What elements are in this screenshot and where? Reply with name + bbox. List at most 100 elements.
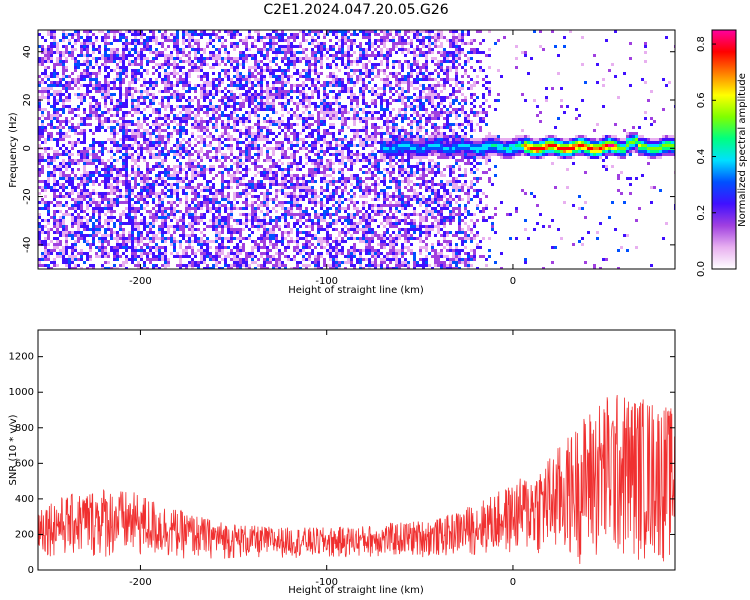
spectrogram-cell [233,237,236,240]
spectrogram-cell [185,120,188,123]
spectrogram-cell [191,63,194,66]
spectrogram-cell [233,66,236,69]
spectrogram-cell [215,231,218,234]
spectrogram-cell [104,171,107,174]
spectrogram-cell [113,39,116,42]
spectrogram-cell [125,255,128,258]
spectrogram-cell [266,204,269,207]
spectrogram-cell [77,222,80,225]
spectrogram-cell [290,156,293,159]
spectrogram-cell [80,252,83,255]
spectrogram-cell [200,66,203,69]
spectrogram-cell [320,48,323,51]
spectrogram-cell [245,207,248,210]
spectrogram-cell [311,84,314,87]
spectrogram-cell [221,60,224,63]
spectrogram-cell [200,108,203,111]
spectrogram-cell [59,216,62,219]
spectrogram-cell [134,90,137,93]
spectrogram-cell [170,225,173,228]
spectrogram-cell [41,225,44,228]
spectrogram-cell [293,225,296,228]
spectrogram-cell [56,126,59,129]
spectrogram-cell [140,219,143,222]
spectrogram-cell [311,51,314,54]
spectrogram-cell [320,255,323,258]
spectrogram-cell [266,246,269,249]
spectrogram-cell [131,138,134,141]
spectrogram-cell [44,60,47,63]
spectrogram-cell [299,159,302,162]
spectrogram-cell [209,219,212,222]
spectrogram-cell [179,153,182,156]
spectrogram-cell [257,249,260,252]
spectrogram-cell [179,78,182,81]
spectrogram-cell [224,48,227,51]
spectrogram-cell [71,222,74,225]
spectrogram-cell [257,93,260,96]
spectrogram-cell [221,237,224,240]
spectrogram-cell [146,177,149,180]
spectrogram-cell [305,267,308,269]
spectrogram-cell [206,150,209,153]
spectrogram-cell [293,150,296,153]
spectrogram-cell [143,156,146,159]
spectrogram-cell [92,189,95,192]
spectrogram-cell [92,237,95,240]
spectrogram-cell [218,225,221,228]
spectrogram-cell [47,84,50,87]
spectrogram-cell [152,216,155,219]
spectrogram-cell [215,201,218,204]
spectrogram-cell [302,231,305,234]
spectrogram-cell [224,264,227,267]
spectrogram-cell [200,207,203,210]
spectrogram-cell [242,84,245,87]
spectrogram-cell [263,171,266,174]
spectrogram-cell [68,150,71,153]
spectrogram-cell [113,48,116,51]
spectrogram-cell [230,126,233,129]
spectrogram-cell [215,54,218,57]
spectrogram-cell [290,36,293,39]
spectrogram-cell [125,54,128,57]
spectrogram-cell [41,165,44,168]
spectrogram-cell [275,189,278,192]
spectrogram-cell [143,201,146,204]
spectrogram-cell [218,261,221,264]
spectrogram-cell [167,201,170,204]
spectrogram-cell [95,168,98,171]
spectrogram-cell [92,105,95,108]
spectrogram-cell [179,171,182,174]
spectrogram-cell [167,174,170,177]
spectrogram-cell [260,87,263,90]
spectrogram-cell [329,102,332,105]
spectrogram-cell [284,75,287,78]
spectrogram-cell [245,57,248,60]
spectrogram-cell [50,249,53,252]
spectrogram-cell [47,123,50,126]
spectrogram-cell [296,57,299,60]
spectrogram-cell [137,165,140,168]
spectrogram-cell [299,231,302,234]
spectrogram-cell [203,213,206,216]
spectrogram-cell [281,105,284,108]
spectrogram-cell [224,75,227,78]
spectrogram-cell [281,45,284,48]
spectrogram-cell [50,48,53,51]
spectrogram-cell [263,243,266,246]
spectrogram-cell [188,204,191,207]
spectrogram-cell [320,225,323,228]
spectrogram-cell [44,255,47,258]
spectrogram-cell [65,231,68,234]
spectrogram-cell [323,189,326,192]
spectrogram-cell [68,180,71,183]
spectrogram-cell [185,210,188,213]
spectrogram-cell [197,111,200,114]
spectrogram-cell [56,42,59,45]
spectrogram-cell [185,201,188,204]
spectrogram-cell [122,174,125,177]
spectrogram-cell [83,132,86,135]
spectrogram-cell [107,252,110,255]
spectrogram-cell [140,93,143,96]
spectrogram-cell [203,99,206,102]
